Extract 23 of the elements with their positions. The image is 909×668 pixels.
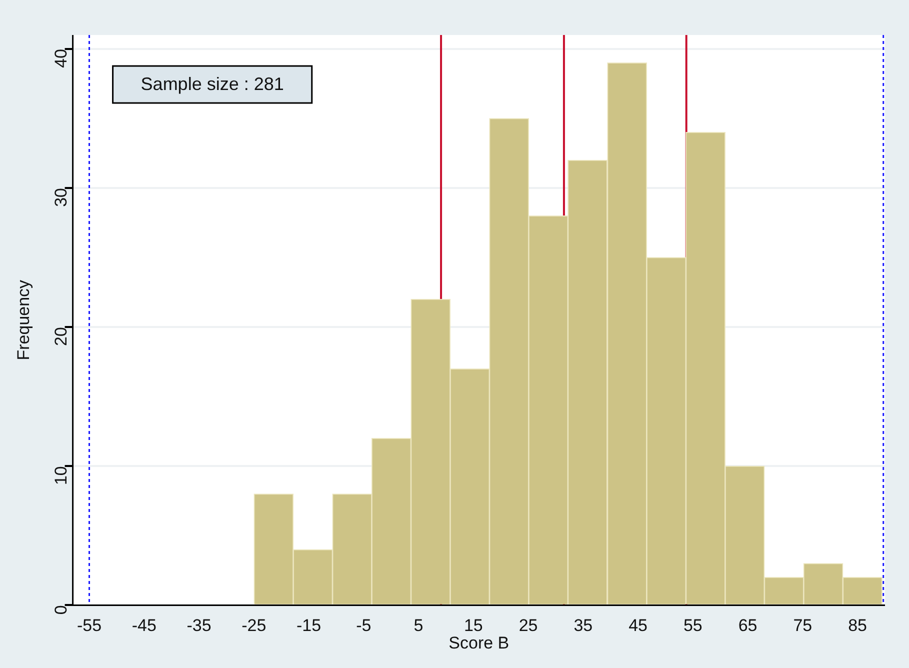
x-tick-label: -5 [356,616,372,636]
x-tick-label: 45 [628,616,648,636]
x-tick-label: -55 [76,616,102,636]
x-tick-label: -15 [296,616,322,636]
x-tick-label: 35 [574,616,593,636]
x-tick-label: 55 [683,616,702,636]
y-tick-label: 20 [51,327,70,346]
x-tick-label: 65 [738,616,758,636]
x-tick-label: 25 [518,616,538,636]
x-tick-label: -35 [186,616,212,636]
x-tick-label: 5 [414,616,424,636]
x-tick-label: 15 [464,616,483,636]
y-tick-label: 10 [51,466,70,486]
y-tick-label: 30 [51,188,70,207]
y-axis-title: Frequency [14,279,33,360]
x-tick-label: -25 [242,616,266,636]
y-tick-label: 0 [51,605,70,615]
x-tick-label: 85 [848,616,868,636]
annotation: Sample size : 281 [140,74,284,94]
x-tick-label: -45 [132,616,156,636]
x-axis-title: Score B [448,633,510,652]
x-tick-label: 75 [793,616,812,636]
y-tick-label: 40 [51,48,70,68]
